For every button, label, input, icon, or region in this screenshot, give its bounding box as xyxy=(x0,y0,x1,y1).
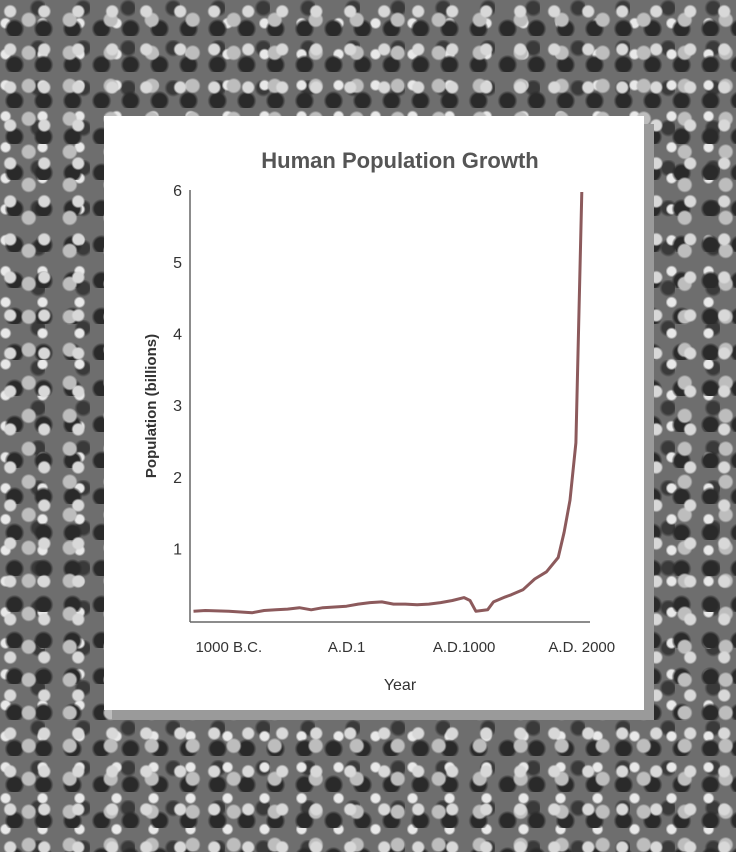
y-tick-label: 3 xyxy=(173,398,182,415)
panel xyxy=(104,116,644,710)
y-tick-label: 2 xyxy=(173,470,182,487)
chart-title: Human Population Growth xyxy=(261,148,538,173)
y-tick-label: 4 xyxy=(173,327,182,344)
x-tick-label: A.D.1000 xyxy=(433,639,496,656)
y-tick-label: 5 xyxy=(173,255,182,272)
x-axis-label: Year xyxy=(384,677,417,694)
screenshot: Human Population Growth Year Population … xyxy=(0,0,736,852)
x-tick-label: 1000 B.C. xyxy=(195,639,262,656)
x-tick-label: A.D.1 xyxy=(328,639,366,656)
y-tick-label: 6 xyxy=(173,183,182,200)
y-axis-label: Population (billions) xyxy=(143,334,160,478)
y-tick-label: 1 xyxy=(173,542,182,559)
chart: Human Population Growth Year Population … xyxy=(0,0,736,852)
x-tick-label: A.D. 2000 xyxy=(548,639,615,656)
